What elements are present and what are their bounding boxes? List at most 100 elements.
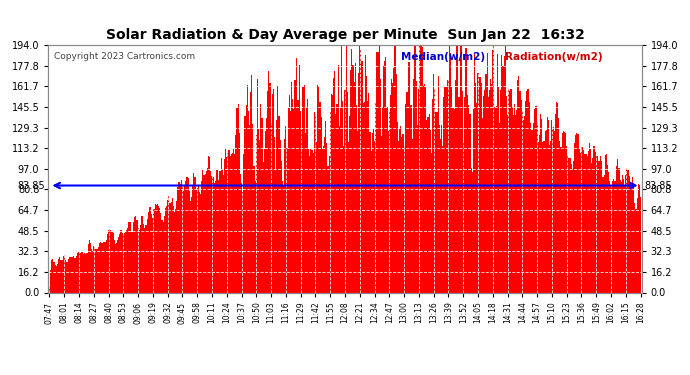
Bar <box>473 109 474 292</box>
Bar <box>348 142 349 292</box>
Bar <box>534 110 535 292</box>
Bar <box>130 232 132 292</box>
Bar <box>81 252 82 292</box>
Bar <box>489 90 490 292</box>
Bar <box>484 90 485 292</box>
Bar <box>556 102 557 292</box>
Bar <box>205 174 206 292</box>
Bar <box>350 70 351 292</box>
Bar <box>593 146 595 292</box>
Bar <box>527 88 529 292</box>
Bar <box>323 146 324 292</box>
Bar <box>181 180 182 292</box>
Bar <box>259 140 260 292</box>
Bar <box>379 45 380 292</box>
Bar <box>242 192 244 292</box>
Bar <box>595 156 597 292</box>
Bar <box>132 232 133 292</box>
Bar <box>415 45 416 292</box>
Bar <box>147 219 148 292</box>
Bar <box>315 114 316 292</box>
Bar <box>578 134 579 292</box>
Bar <box>124 233 125 292</box>
Bar <box>268 71 269 292</box>
Bar <box>109 229 110 292</box>
Bar <box>586 156 588 292</box>
Bar <box>479 77 480 292</box>
Bar <box>409 62 411 292</box>
Bar <box>523 120 524 292</box>
Bar <box>602 177 604 292</box>
Bar <box>475 83 476 292</box>
Bar <box>609 181 611 292</box>
Bar <box>311 150 313 292</box>
Bar <box>224 159 225 292</box>
Bar <box>55 265 56 292</box>
Bar <box>239 134 240 292</box>
Bar <box>90 243 91 292</box>
Bar <box>79 254 81 292</box>
Bar <box>453 109 455 292</box>
Bar <box>598 161 599 292</box>
Bar <box>629 176 630 292</box>
Bar <box>274 137 275 292</box>
Bar <box>116 243 117 292</box>
Bar <box>74 258 75 292</box>
Bar <box>427 117 428 292</box>
Bar <box>121 232 123 292</box>
Bar <box>150 207 151 292</box>
Bar <box>471 168 472 292</box>
Bar <box>417 125 418 292</box>
Bar <box>543 141 544 292</box>
Bar <box>339 126 340 292</box>
Bar <box>107 234 108 292</box>
Bar <box>522 111 523 292</box>
Bar <box>309 156 310 292</box>
Bar <box>355 63 356 292</box>
Bar <box>567 155 569 292</box>
Bar <box>469 114 471 292</box>
Bar <box>449 45 450 292</box>
Bar <box>305 132 306 292</box>
Bar <box>325 121 326 292</box>
Bar <box>458 97 460 292</box>
Bar <box>307 99 308 292</box>
Bar <box>102 243 103 292</box>
Bar <box>61 260 63 292</box>
Bar <box>364 102 365 292</box>
Bar <box>291 82 292 292</box>
Bar <box>367 101 368 292</box>
Bar <box>337 64 339 292</box>
Bar <box>566 146 567 292</box>
Bar <box>213 177 214 292</box>
Bar <box>308 149 309 292</box>
Bar <box>418 89 420 292</box>
Bar <box>101 243 102 292</box>
Bar <box>324 136 325 292</box>
Bar <box>215 182 216 292</box>
Bar <box>440 139 441 292</box>
Bar <box>499 123 500 292</box>
Bar <box>500 90 502 292</box>
Bar <box>83 254 84 292</box>
Bar <box>270 123 272 292</box>
Bar <box>583 150 584 292</box>
Bar <box>230 154 232 292</box>
Bar <box>184 185 186 292</box>
Bar <box>53 262 55 292</box>
Bar <box>298 99 299 292</box>
Bar <box>476 103 477 292</box>
Bar <box>176 201 177 292</box>
Bar <box>240 174 241 292</box>
Bar <box>511 107 513 292</box>
Bar <box>193 173 195 292</box>
Bar <box>607 165 608 292</box>
Bar <box>63 255 65 292</box>
Bar <box>251 75 253 292</box>
Bar <box>548 120 549 292</box>
Bar <box>246 85 248 292</box>
Bar <box>441 125 442 292</box>
Bar <box>584 154 585 292</box>
Bar <box>57 264 58 292</box>
Bar <box>135 216 137 292</box>
